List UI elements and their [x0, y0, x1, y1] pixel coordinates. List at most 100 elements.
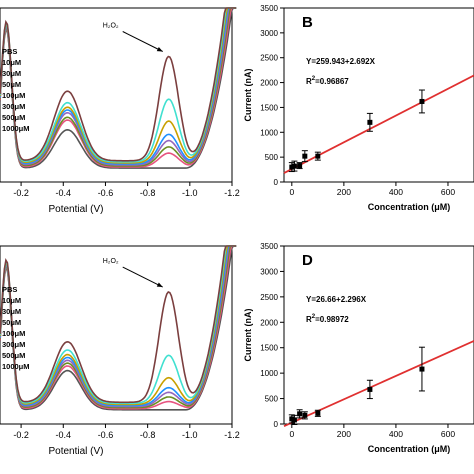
panel-a-curves — [0, 7, 237, 169]
panel-a-plot-frame — [0, 7, 233, 183]
x-tick-label: -0.8 — [140, 188, 156, 198]
panel-d-r-value: =0.98972 — [315, 315, 349, 324]
cv-curve-10μM — [0, 7, 237, 168]
panel-b-y-axis-label: Current (nA) — [243, 69, 253, 122]
x-tick-label: -0.6 — [98, 188, 114, 198]
y-tick-label: 1500 — [260, 103, 278, 112]
data-point — [289, 164, 295, 170]
panel-c-plot-frame — [0, 245, 233, 425]
panel-d-y-ticks: 0 500 1000 1500 2000 2500 3000 3500 — [260, 242, 284, 429]
y-tick-label: 1000 — [260, 128, 278, 137]
data-point — [367, 119, 373, 125]
x-tick-label: -0.8 — [140, 430, 156, 440]
data-point — [297, 411, 303, 417]
x-tick-label: 400 — [389, 429, 403, 439]
legend-label: 100μM — [2, 91, 25, 100]
data-point — [289, 416, 295, 422]
y-tick-label: 2000 — [260, 79, 278, 88]
panel-d-x-axis-label: Concentration (μM) — [368, 444, 451, 454]
panel-b-x-axis-label: Concentration (μM) — [368, 202, 451, 212]
cv-curve-500μM — [0, 245, 237, 405]
y-tick-label: 500 — [265, 395, 279, 404]
legend-label: 10μM — [2, 58, 21, 67]
y-tick-label: 0 — [274, 420, 279, 429]
legend-label: 500μM — [2, 113, 25, 122]
panel-b-y-ticks: 0 500 1000 1500 2000 2500 3000 3500 — [260, 4, 284, 187]
panel-c-x-axis-label: Potential (V) — [48, 446, 103, 457]
x-tick-label: 600 — [441, 429, 455, 439]
legend-label: 30μM — [2, 69, 21, 78]
data-point — [297, 163, 303, 169]
panel-a-x-axis-label: Potential (V) — [48, 204, 103, 215]
panel-d-fit-line — [283, 340, 474, 427]
panel-b-r-superscript: 2 — [312, 76, 316, 82]
panel-d-points — [288, 346, 425, 426]
panel-d-y-axis-label: Current (nA) — [243, 309, 253, 362]
x-tick-label: 200 — [337, 187, 351, 197]
panel-b-x-ticks: 0 200 400 600 — [289, 182, 455, 197]
legend-label: 100μM — [2, 329, 25, 338]
x-tick-label: -1.2 — [224, 188, 240, 198]
y-tick-label: 2500 — [260, 293, 278, 302]
cv-curve-500μM — [0, 7, 237, 163]
panel-b-r-value: =0.96867 — [315, 77, 349, 86]
panel-a-annotation-arrow — [122, 31, 163, 52]
y-tick-label: 2000 — [260, 318, 278, 327]
legend-label: 10μM — [2, 296, 21, 305]
panel-c-legend: PBS 10μM 30μM 50μM 100μM 300μM 500μM 1000μM — [2, 285, 30, 371]
panel-d-letter: D — [302, 252, 313, 269]
panel-a-legend: PBS 10μM 30μM 50μM 100μM 300μM 500μM 1000μM — [2, 47, 30, 133]
data-point — [315, 153, 321, 159]
legend-label: 1000μM — [2, 124, 30, 133]
panel-a-x-ticks: -0.2 -0.4 -0.6 -0.8 -1.0 -1.2 — [13, 182, 240, 198]
x-tick-label: -0.2 — [13, 188, 29, 198]
legend-label: 50μM — [2, 318, 21, 327]
y-tick-label: 3000 — [260, 267, 278, 276]
x-tick-label: -0.4 — [56, 188, 72, 198]
y-tick-label: 3000 — [260, 29, 278, 38]
cv-curve-PBS — [0, 7, 237, 169]
x-tick-label: -1.2 — [224, 430, 240, 440]
panel-c-x-ticks: -0.2 -0.4 -0.6 -0.8 -1.0 -1.2 — [13, 424, 240, 440]
panel-b-equation: Y=259.943+2.692X — [306, 57, 376, 66]
x-tick-label: -1.0 — [182, 430, 198, 440]
panel-b-letter: B — [302, 14, 313, 31]
panel-d-plot-frame — [283, 245, 474, 425]
data-point — [291, 417, 297, 423]
panel-d-equation: Y=26.66+2.296X — [306, 295, 367, 304]
panel-a-annotation: H₂O₂ — [103, 23, 119, 30]
legend-label: PBS — [2, 47, 17, 56]
panel-d-r-squared: R2=0.98972 — [306, 314, 349, 324]
panel-c: PBS 10μM 30μM 50μM 100μM 300μM 500μM 1000μM -0.… — [0, 245, 240, 457]
data-point — [291, 163, 297, 169]
y-tick-label: 1500 — [260, 344, 278, 353]
legend-label: 30μM — [2, 307, 21, 316]
panel-d-r-symbol: R — [306, 315, 312, 324]
x-tick-label: 0 — [289, 429, 294, 439]
x-tick-label: 600 — [441, 187, 455, 197]
data-point — [419, 98, 425, 104]
y-tick-label: 1000 — [260, 369, 278, 378]
panel-b-r-symbol: R — [306, 77, 312, 86]
y-tick-label: 2500 — [260, 54, 278, 63]
cv-curve-PBS — [0, 245, 237, 411]
data-point — [302, 412, 308, 418]
legend-label: 300μM — [2, 102, 25, 111]
y-tick-label: 3500 — [260, 242, 278, 251]
x-tick-label: -0.4 — [56, 430, 72, 440]
cv-curve-1000μM — [0, 245, 237, 404]
x-tick-label: -0.6 — [98, 430, 114, 440]
legend-label: 50μM — [2, 80, 21, 89]
data-point — [315, 410, 321, 416]
cv-curve-100μM — [0, 7, 237, 165]
panel-c-annotation: H₂O₂ — [103, 258, 119, 265]
x-tick-label: 0 — [289, 187, 294, 197]
panel-d-r-superscript: 2 — [312, 314, 316, 320]
cv-curve-300μM — [0, 245, 237, 406]
panel-a: PBS 10μM 30μM 50μM 100μM 300μM 500μM 1000μM -0.… — [0, 7, 240, 215]
legend-label: PBS — [2, 285, 17, 294]
panel-c-curves — [0, 245, 237, 411]
y-tick-label: 0 — [274, 178, 279, 187]
